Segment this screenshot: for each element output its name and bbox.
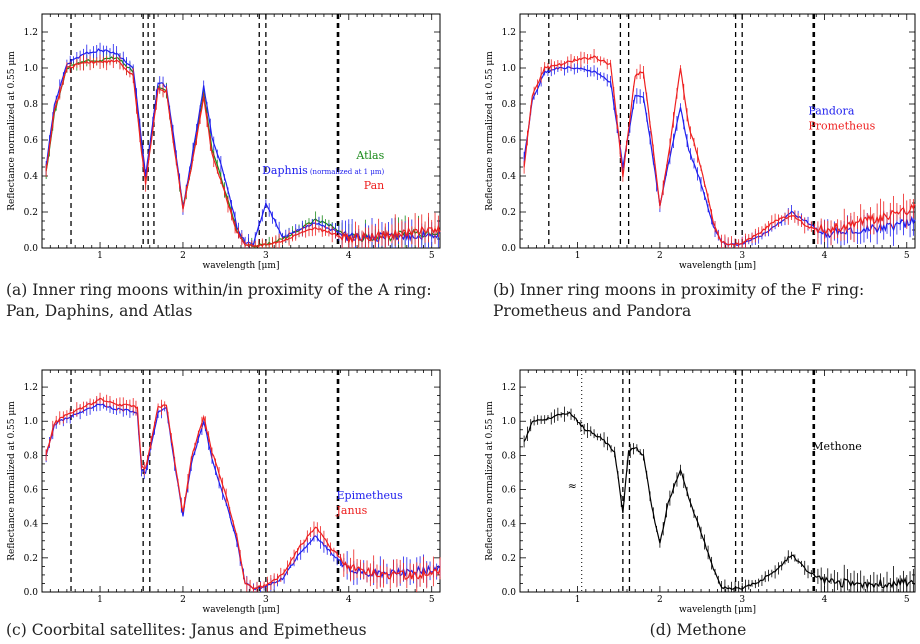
series-prometheus <box>523 49 916 248</box>
x-tick-label: 1 <box>575 251 581 261</box>
x-tick-label: 4 <box>822 251 828 261</box>
x-tick-label: 4 <box>346 595 352 605</box>
x-tick-label: 1 <box>575 595 581 605</box>
caption-b: (b) Inner ring moons in proximity of the… <box>493 281 865 320</box>
y-tick-label: 0.2 <box>502 554 516 564</box>
plot-frame <box>41 13 441 249</box>
x-tick-label: 3 <box>263 251 269 261</box>
y-tick-label: 0.0 <box>502 244 517 254</box>
x-tick-label: 2 <box>657 595 663 605</box>
series-line <box>45 397 441 591</box>
y-tick-label: 0.6 <box>24 486 39 496</box>
y-axis-label: Reflectance normalized at 0.55 μm <box>485 401 495 561</box>
x-tick-label: 4 <box>346 251 352 261</box>
y-tick-label: 0.6 <box>502 486 517 496</box>
y-tick-label: 0.6 <box>502 136 517 146</box>
y-tick-label: 0.8 <box>502 100 517 110</box>
y-tick-label: 0.0 <box>24 244 39 254</box>
y-tick-label: 0.4 <box>502 520 517 530</box>
axis-break-mark: ≈ <box>568 480 577 493</box>
x-axis-label: wavelength [μm] <box>679 261 756 271</box>
caption-c: (c) Coorbital satellites: Janus and Epim… <box>6 621 367 639</box>
series-pandora <box>523 60 916 248</box>
x-tick-label: 1 <box>97 595 103 605</box>
legend-entry-daphnis: Daphnis (normalized at 1 μm) <box>262 164 384 177</box>
x-tick-label: 2 <box>657 251 663 261</box>
y-tick-label: 1.0 <box>502 417 517 427</box>
y-tick-label: 0.8 <box>24 451 39 461</box>
y-tick-label: 1.0 <box>502 64 517 74</box>
x-tick-label: 4 <box>822 595 828 605</box>
y-tick-label: 0.6 <box>24 136 39 146</box>
y-axis-label: Reflectance normalized at 0.55 μm <box>7 51 17 211</box>
legend-entry-epimetheus: Epimetheus <box>337 489 404 502</box>
y-axis-label: Reflectance normalized at 0.55 μm <box>7 401 17 561</box>
y-tick-label: 1.0 <box>24 417 39 427</box>
x-tick-label: 2 <box>180 595 186 605</box>
y-tick-label: 1.0 <box>24 64 39 74</box>
y-tick-label: 0.4 <box>24 172 39 182</box>
series-janus <box>45 392 441 592</box>
series-pan <box>45 54 441 248</box>
chart-panel-a: 0.0 0.2 0.4 0.6 0.8 1.0 1.2 1 2 3 4 5 wavelength [μm… <box>7 13 441 271</box>
x-tick-label: 3 <box>263 595 269 605</box>
series-line <box>523 55 916 246</box>
plot-frame <box>519 369 916 593</box>
series-line <box>45 59 441 248</box>
x-tick-label: 1 <box>97 251 103 261</box>
y-tick-label: 1.2 <box>502 28 516 38</box>
chart-panel-d: 0.0 0.2 0.4 0.6 0.8 1.0 1.2 1 2 3 4 5 wavelength [μm… <box>485 369 916 615</box>
legend-entry-janus: Janus <box>336 504 368 517</box>
x-axis-label: wavelength [μm] <box>679 605 756 615</box>
y-tick-label: 1.2 <box>24 28 38 38</box>
caption-a: (a) Inner ring moons within/in proximity… <box>6 281 432 320</box>
series-line <box>523 66 916 246</box>
series-line <box>523 411 916 591</box>
series-line <box>45 48 441 246</box>
caption-d: (d) Methone <box>649 621 747 639</box>
x-tick-label: 3 <box>739 595 745 605</box>
x-tick-label: 5 <box>429 251 435 261</box>
x-tick-label: 3 <box>739 251 745 261</box>
chart-panel-c: 0.0 0.2 0.4 0.6 0.8 1.0 1.2 1 2 3 4 5 wavelength [μm… <box>7 369 441 615</box>
chart-panel-b: 0.0 0.2 0.4 0.6 0.8 1.0 1.2 1 2 3 4 5 wavelength [μm… <box>485 13 916 271</box>
y-tick-label: 0.8 <box>502 451 517 461</box>
legend-entry-atlas: Atlas <box>355 149 384 162</box>
y-tick-label: 0.4 <box>24 520 39 530</box>
y-tick-label: 0.4 <box>502 172 517 182</box>
legend-entry-methone: Methone <box>812 440 862 453</box>
y-tick-label: 0.2 <box>24 554 38 564</box>
y-tick-label: 0.2 <box>502 208 516 218</box>
legend-entry-pan: Pan <box>364 179 385 192</box>
legend-entry-prometheus: Prometheus <box>808 120 875 133</box>
x-tick-label: 5 <box>429 595 435 605</box>
x-axis-label: wavelength [μm] <box>203 605 280 615</box>
x-tick-label: 5 <box>904 251 910 261</box>
y-tick-label: 0.8 <box>24 100 39 110</box>
x-tick-label: 2 <box>180 251 186 261</box>
legend-entry-pandora: Pandora <box>808 105 854 118</box>
y-axis-label: Reflectance normalized at 0.55 μm <box>485 51 495 211</box>
legend-note: (normalized at 1 μm) <box>310 168 385 176</box>
series-daphnis <box>45 42 441 248</box>
y-tick-label: 1.2 <box>24 383 38 393</box>
series-methone <box>523 406 916 592</box>
y-tick-label: 1.2 <box>502 383 516 393</box>
x-axis-label: wavelength [μm] <box>203 261 280 271</box>
y-tick-label: 0.0 <box>24 588 39 598</box>
y-tick-label: 0.0 <box>502 588 517 598</box>
x-tick-label: 5 <box>904 595 910 605</box>
y-tick-label: 0.2 <box>24 208 38 218</box>
